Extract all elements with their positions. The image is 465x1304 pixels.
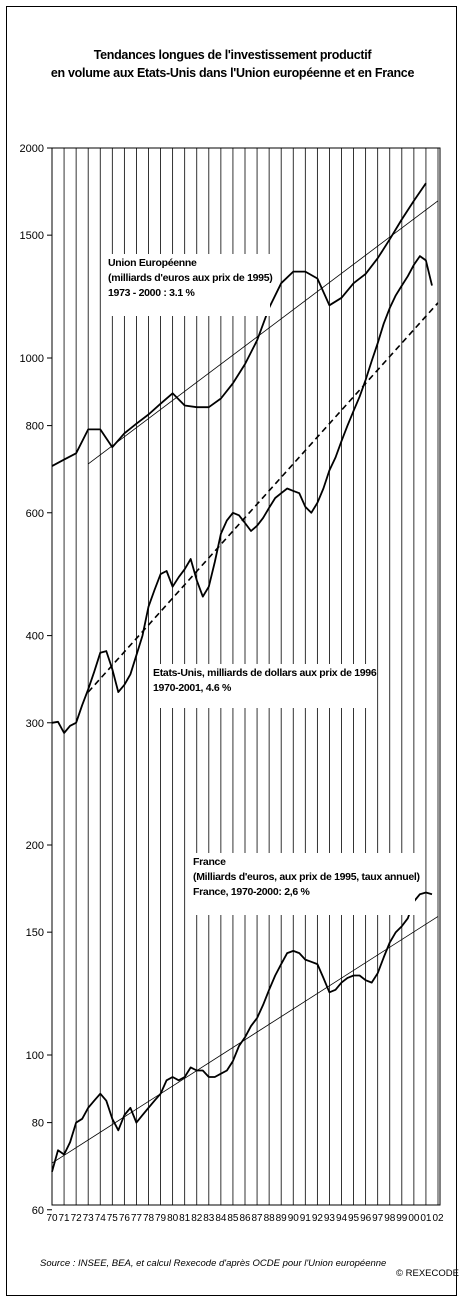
x-tick-label: 01 [420, 1213, 432, 1224]
annotation-box-us [150, 664, 372, 708]
x-tick-label: 74 [95, 1213, 107, 1224]
copyright: © REXECODE [396, 1268, 459, 1279]
x-tick-label: 96 [360, 1213, 372, 1224]
x-tick-label: 81 [179, 1213, 191, 1224]
y-tick-label: 2000 [20, 143, 44, 155]
x-tick-label: 88 [264, 1213, 276, 1224]
x-tick-label: 89 [276, 1213, 288, 1224]
series-line-france [51, 891, 433, 1173]
x-tick-label: 84 [215, 1213, 227, 1224]
y-tick-label: 1500 [20, 230, 44, 242]
x-tick-label: 94 [336, 1213, 348, 1224]
series-line-tendance-union-europ-enne-1973-2000 [87, 200, 439, 465]
x-tick-label: 97 [372, 1213, 384, 1224]
annotation-ue-line: Union Européenne [108, 257, 197, 269]
series-line-union-europ-enne [51, 182, 427, 467]
x-tick-label: 75 [107, 1213, 119, 1224]
x-tick-label: 79 [155, 1213, 167, 1224]
y-tick-label: 150 [26, 927, 44, 939]
chart-title-line2: en volume aux Etats-Unis dans l'Union eu… [50, 66, 415, 80]
series-line-tendance-france-1970-2000 [51, 916, 439, 1164]
x-tick-label: 72 [71, 1213, 83, 1224]
annotation-fr-line: France [193, 856, 226, 868]
x-tick-label: 86 [239, 1213, 251, 1224]
y-tick-label: 1000 [20, 353, 44, 365]
annotation-box-ue [105, 254, 270, 316]
annotation-us-line: 1970-2001, 4.6 % [153, 682, 232, 694]
y-tick-label: 60 [32, 1205, 44, 1217]
y-tick-label: 400 [26, 631, 44, 643]
x-tick-label: 85 [227, 1213, 239, 1224]
x-tick-label: 76 [119, 1213, 131, 1224]
y-tick-label: 80 [32, 1118, 44, 1130]
chart-frame [6, 6, 457, 1296]
y-tick-label: 100 [26, 1050, 44, 1062]
annotation-box-fr [190, 853, 415, 915]
annotation-us-line: Etats-Unis, milliards de dollars aux pri… [153, 667, 377, 679]
annotation-fr-line: (Milliards d'euros, aux prix de 1995, ta… [193, 871, 420, 883]
x-tick-label: 90 [288, 1213, 300, 1224]
x-tick-label: 78 [143, 1213, 155, 1224]
x-tick-label: 87 [252, 1213, 264, 1224]
x-tick-label: 80 [167, 1213, 179, 1224]
x-tick-label: 82 [191, 1213, 203, 1224]
x-tick-label: 77 [131, 1213, 143, 1224]
x-tick-label: 93 [324, 1213, 336, 1224]
series-line-tendance-etats-unis-1970-2001 [87, 302, 439, 693]
x-tick-label: 95 [348, 1213, 360, 1224]
y-tick-label: 600 [26, 508, 44, 520]
y-tick-label: 300 [26, 718, 44, 730]
annotation-fr-line: France, 1970-2000: 2,6 % [193, 886, 311, 898]
chart-title-line1: Tendances longues de l'investissement pr… [93, 48, 372, 62]
x-tick-label: 92 [312, 1213, 324, 1224]
y-tick-label: 200 [26, 840, 44, 852]
x-tick-label: 00 [408, 1213, 420, 1224]
x-tick-label: 99 [396, 1213, 408, 1224]
x-tick-label: 73 [83, 1213, 95, 1224]
x-tick-label: 71 [59, 1213, 71, 1224]
x-tick-label: 83 [203, 1213, 215, 1224]
source-note: Source : INSEE, BEA, et calcul Rexecode … [40, 1258, 387, 1269]
annotation-ue-line: (milliards d'euros aux prix de 1995) [108, 272, 272, 284]
x-tick-label: 91 [300, 1213, 312, 1224]
x-tick-label: 70 [46, 1213, 58, 1224]
x-tick-label: 02 [432, 1213, 444, 1224]
series-line-etats-unis [51, 255, 433, 734]
annotation-ue-line: 1973 - 2000 : 3.1 % [108, 287, 195, 299]
x-tick-label: 98 [384, 1213, 396, 1224]
y-tick-label: 800 [26, 421, 44, 433]
